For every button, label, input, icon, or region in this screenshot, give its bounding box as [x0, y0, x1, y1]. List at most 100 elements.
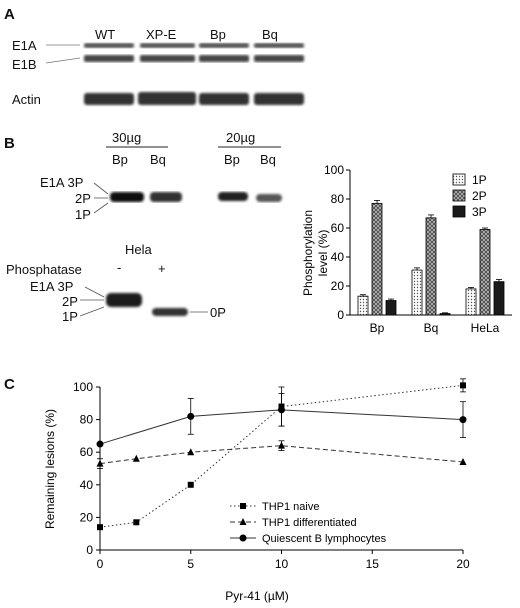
line-ytick-label: 40 — [80, 478, 94, 492]
data-point — [459, 457, 467, 465]
lane-label-bp: Bp — [210, 27, 226, 42]
pointer-1p-lower — [79, 306, 105, 317]
bar — [425, 217, 437, 316]
lane-label-bq-30: Bq — [150, 152, 166, 167]
legend-label: Quiescent B lymphocytes — [262, 533, 387, 545]
actin-label: Actin — [12, 92, 41, 107]
lane-label-bp-20: Bp — [224, 152, 240, 167]
bar — [479, 229, 491, 316]
bar — [439, 313, 451, 316]
series-line — [99, 409, 464, 445]
phosphorylation-bar-chart: Phosphorylation level (%) 0 20 40 60 80 100 Bp… — [301, 163, 512, 335]
panel-c-letter: C — [4, 376, 15, 393]
actin-band-wt — [84, 93, 134, 105]
line-chart-ylabel: Remaining lesions (%) — [43, 409, 57, 529]
lane-label-bq-20: Bq — [260, 152, 276, 167]
series-line — [99, 384, 464, 528]
bar-ytick-label: 100 — [324, 163, 344, 177]
line-xtick-label: 0 — [97, 557, 104, 571]
band-label-e1a: E1A — [12, 38, 37, 53]
lane-label-bp-30: Bp — [112, 152, 128, 167]
pointer-1p — [93, 202, 109, 214]
pointer-3p — [93, 182, 109, 195]
data-point — [240, 503, 246, 509]
line-ytick-label: 60 — [80, 445, 94, 459]
actin-bands — [84, 92, 304, 105]
e1b-band-bq — [254, 55, 304, 62]
bar — [385, 300, 397, 316]
data-point — [239, 534, 247, 542]
line-xtick-label: 10 — [275, 557, 289, 571]
data-point — [187, 481, 194, 488]
band-label-e1a-3p: E1A 3P — [40, 175, 84, 190]
actin-band-bp — [199, 93, 249, 105]
bar-xtick-label: Bq — [424, 321, 439, 335]
data-point — [459, 416, 467, 424]
bar-legend-swatch — [452, 205, 466, 218]
line-xtick-label: 5 — [187, 557, 194, 571]
data-point — [278, 406, 285, 414]
actin-band-bq — [254, 93, 304, 105]
bar — [371, 202, 383, 316]
legend-label: THP1 naive — [262, 501, 319, 513]
band-label-1p: 1P — [75, 207, 91, 222]
bar — [465, 288, 477, 316]
panel-a-letter: A — [4, 6, 15, 23]
band-bp-30 — [110, 192, 144, 202]
bar — [411, 269, 423, 316]
data-point — [239, 518, 247, 525]
lane-label-xpe: XP-E — [146, 27, 177, 42]
western-blot-b-upper — [93, 182, 282, 214]
e1b-pointer — [45, 57, 81, 64]
band-label-e1a-3p-lower: E1A 3P — [30, 279, 74, 294]
bar-xtick-label: Bp — [370, 321, 385, 335]
pointer-3p-lower — [84, 286, 105, 298]
bar-chart-ylabel-line2: level (%) — [316, 230, 330, 277]
phosphatase-minus: - — [117, 260, 122, 275]
line-ytick-label: 20 — [80, 510, 94, 524]
legend-label: THP1 differentiated — [262, 517, 357, 529]
e1a-band-xpe — [140, 43, 195, 48]
bracket-lines — [106, 146, 281, 148]
data-point — [133, 519, 140, 526]
bar-legend-swatch — [452, 173, 466, 186]
data-point — [187, 448, 195, 456]
bar — [357, 295, 369, 316]
band-bp-20 — [218, 192, 248, 201]
panel-b-letter: B — [4, 135, 15, 152]
bar-chart-ylabel-line1: Phosphorylation — [301, 210, 315, 296]
phosphatase-label: Phosphatase — [6, 262, 82, 277]
e1b-band-bp — [199, 55, 249, 62]
western-blot-b-lower — [79, 286, 208, 317]
band-hela-minus — [106, 293, 142, 307]
band-label-2p-lower: 2P — [62, 294, 78, 309]
bar-ytick-label: 40 — [331, 250, 345, 264]
e1b-bands — [84, 55, 304, 62]
data-point — [132, 454, 140, 462]
data-point — [187, 412, 195, 420]
band-label-1p-lower: 1P — [62, 309, 78, 324]
data-point — [96, 440, 104, 448]
band-hela-plus — [152, 308, 188, 316]
lane-label-bq: Bq — [262, 27, 278, 42]
western-blot-a — [45, 43, 304, 105]
phosphatase-plus: + — [158, 261, 166, 276]
line-chart-xlabel: Pyr-41 (µM) — [225, 589, 289, 603]
line-xtick-label: 15 — [366, 557, 380, 571]
line-ytick-label: 0 — [86, 543, 93, 557]
bar-legend-label: 1P — [472, 173, 487, 187]
data-point — [278, 441, 285, 449]
e1a-band-bq — [254, 43, 304, 48]
lane-label-wt: WT — [95, 27, 116, 42]
e1a-bands — [84, 43, 304, 48]
hela-label: Hela — [125, 242, 152, 257]
actin-band-xpe — [138, 92, 196, 105]
amount-20ug: 20µg — [226, 130, 256, 145]
bar-legend-swatch — [452, 189, 466, 202]
e1a-band-bp — [199, 43, 249, 48]
band-bq-20 — [256, 194, 282, 202]
data-point — [96, 459, 104, 467]
band-label-2p: 2P — [75, 191, 91, 206]
line-ytick-label: 80 — [80, 413, 94, 427]
bar-ytick-label: 80 — [331, 192, 345, 206]
